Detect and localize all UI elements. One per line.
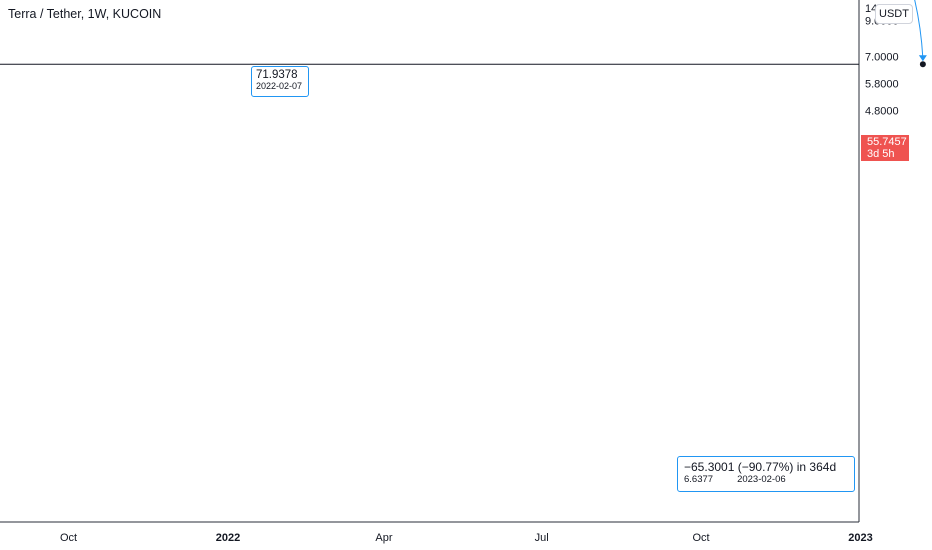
y-tick-label: 4.8000 [865, 106, 899, 118]
last-price-value: 55.7457 [867, 136, 907, 148]
measure-arc-path [914, 0, 924, 59]
x-tick-label: Oct [60, 532, 77, 544]
measure-arc[interactable] [289, 0, 927, 68]
measure-end-point [919, 61, 926, 68]
time-axis[interactable]: JulOct2022AprJulOct2023Apr [0, 521, 932, 544]
x-tick-label: 2023 [848, 532, 872, 544]
x-tick-label: 2022 [216, 532, 240, 544]
measure-end-value: 6.6377 [684, 474, 714, 485]
countdown: 3d 5h [867, 148, 895, 160]
measure-end-date: 2023-02-06 [737, 474, 786, 485]
last-price-tag: 55.7457 3d 5h [861, 135, 909, 161]
y-tick-label: 14 [865, 3, 877, 15]
measure-change: −65.3001 (−90.77%) in 364d [684, 460, 837, 474]
currency-badge[interactable]: USDT [875, 4, 913, 24]
x-tick-label: Apr [375, 532, 392, 544]
reference-lines [0, 63, 859, 65]
measure-arrow-head [918, 55, 927, 62]
price-axis[interactable]: 14110.000090.000070.000058.000046.000036… [858, 0, 910, 522]
measure-start-date: 2022-02-07 [256, 81, 303, 91]
x-tick-label: Oct [693, 532, 710, 544]
measure-start-label[interactable]: 71.9378 2022-02-07 [251, 66, 309, 97]
measure-start-value: 71.9378 [256, 69, 298, 81]
chart-title: Terra / Tether, 1W, KUCOIN [8, 7, 162, 21]
measure-end-label[interactable]: −65.3001 (−90.77%) in 364d 6.6377 2023-0… [677, 456, 855, 492]
y-tick-label: 5.8000 [865, 79, 899, 91]
x-tick-label: Jul [535, 532, 549, 544]
y-tick-label: 7.0000 [865, 52, 899, 64]
